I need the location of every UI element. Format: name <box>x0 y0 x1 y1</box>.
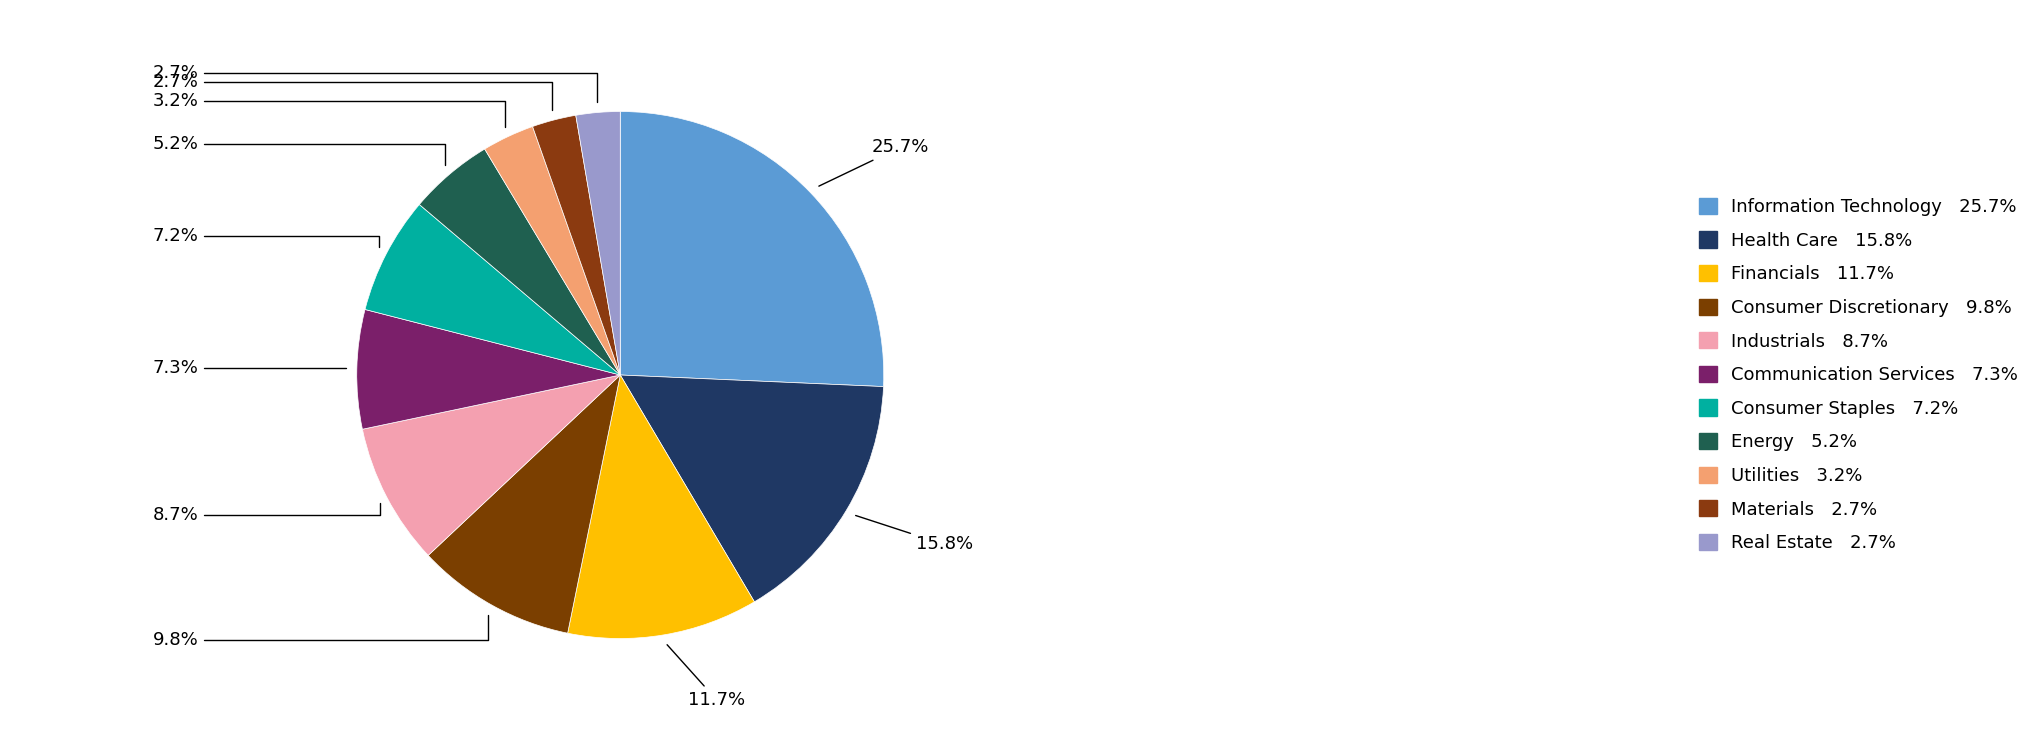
Text: 15.8%: 15.8% <box>855 515 973 554</box>
Text: 7.3%: 7.3% <box>152 359 347 377</box>
Wedge shape <box>620 112 884 386</box>
Text: 9.8%: 9.8% <box>152 615 489 649</box>
Text: 2.7%: 2.7% <box>152 64 598 102</box>
Wedge shape <box>576 112 620 375</box>
Wedge shape <box>365 205 620 375</box>
Wedge shape <box>484 127 620 375</box>
Wedge shape <box>533 116 620 375</box>
Text: 5.2%: 5.2% <box>152 135 444 165</box>
Text: 7.2%: 7.2% <box>152 226 379 248</box>
Text: 8.7%: 8.7% <box>152 503 379 524</box>
Wedge shape <box>363 375 620 556</box>
Text: 3.2%: 3.2% <box>152 92 505 127</box>
Text: 2.7%: 2.7% <box>152 73 551 110</box>
Text: 11.7%: 11.7% <box>667 645 746 709</box>
Wedge shape <box>420 149 620 375</box>
Text: 25.7%: 25.7% <box>819 138 928 186</box>
Legend: Information Technology   25.7%, Health Care   15.8%, Financials   11.7%, Consume: Information Technology 25.7%, Health Car… <box>1699 198 2019 552</box>
Wedge shape <box>620 375 884 602</box>
Wedge shape <box>357 310 620 429</box>
Wedge shape <box>428 375 620 633</box>
Wedge shape <box>568 375 754 638</box>
